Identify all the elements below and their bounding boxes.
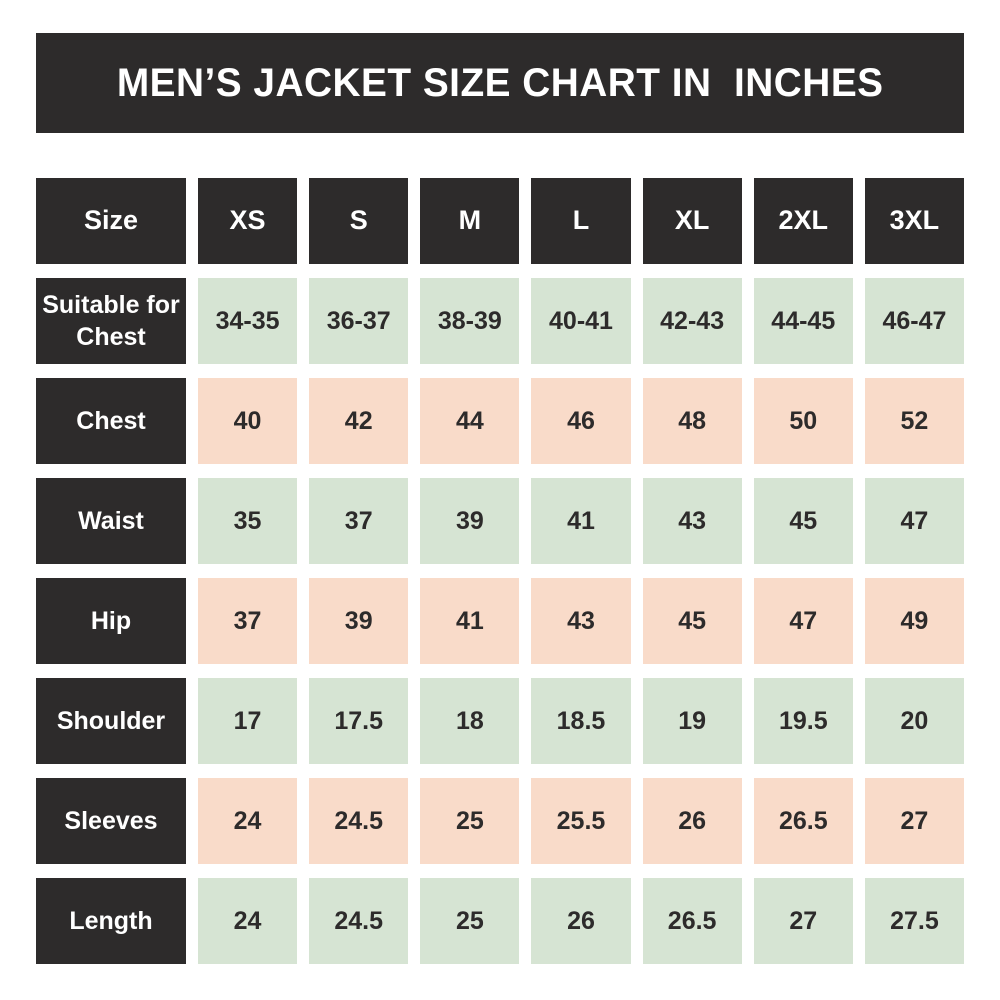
value-cell: 25 bbox=[420, 878, 520, 964]
value-cell: 47 bbox=[864, 478, 964, 564]
row-label-hip: Hip bbox=[36, 578, 186, 664]
value-cell: 26.5 bbox=[753, 778, 853, 864]
row-label-sleeves: Sleeves bbox=[36, 778, 186, 864]
value-cell: 43 bbox=[642, 478, 742, 564]
row-label-suitable-for-chest: Suitable for Chest bbox=[36, 278, 186, 364]
value-cell: 45 bbox=[642, 578, 742, 664]
value-cell: 42 bbox=[309, 378, 409, 464]
value-cell: 50 bbox=[753, 378, 853, 464]
value-cell: 27 bbox=[864, 778, 964, 864]
header-cell-l: L bbox=[531, 178, 631, 264]
row-label-shoulder: Shoulder bbox=[36, 678, 186, 764]
value-cell: 45 bbox=[753, 478, 853, 564]
value-cell: 36-37 bbox=[309, 278, 409, 364]
value-cell: 25 bbox=[420, 778, 520, 864]
size-table: Size XS S M L XL 2XL 3XL Suitable for Ch… bbox=[36, 178, 964, 964]
value-cell: 34-35 bbox=[198, 278, 298, 364]
value-cell: 35 bbox=[198, 478, 298, 564]
row-label-chest: Chest bbox=[36, 378, 186, 464]
value-cell: 27.5 bbox=[864, 878, 964, 964]
header-cell-xl: XL bbox=[642, 178, 742, 264]
value-cell: 18 bbox=[420, 678, 520, 764]
row-label-waist: Waist bbox=[36, 478, 186, 564]
title-bar: MEN’S JACKET SIZE CHART IN INCHES bbox=[36, 33, 964, 133]
value-cell: 39 bbox=[420, 478, 520, 564]
value-cell: 43 bbox=[531, 578, 631, 664]
value-cell: 17.5 bbox=[309, 678, 409, 764]
value-cell: 46-47 bbox=[864, 278, 964, 364]
value-cell: 39 bbox=[309, 578, 409, 664]
value-cell: 17 bbox=[198, 678, 298, 764]
value-cell: 42-43 bbox=[642, 278, 742, 364]
value-cell: 46 bbox=[531, 378, 631, 464]
header-cell-size: Size bbox=[36, 178, 186, 264]
value-cell: 26.5 bbox=[642, 878, 742, 964]
value-cell: 44-45 bbox=[753, 278, 853, 364]
value-cell: 38-39 bbox=[420, 278, 520, 364]
value-cell: 52 bbox=[864, 378, 964, 464]
value-cell: 24.5 bbox=[309, 778, 409, 864]
value-cell: 44 bbox=[420, 378, 520, 464]
value-cell: 24 bbox=[198, 878, 298, 964]
value-cell: 48 bbox=[642, 378, 742, 464]
value-cell: 19.5 bbox=[753, 678, 853, 764]
page-title: MEN’S JACKET SIZE CHART IN INCHES bbox=[116, 60, 884, 105]
value-cell: 24 bbox=[198, 778, 298, 864]
value-cell: 18.5 bbox=[531, 678, 631, 764]
header-cell-xs: XS bbox=[198, 178, 298, 264]
header-cell-s: S bbox=[309, 178, 409, 264]
header-cell-m: M bbox=[420, 178, 520, 264]
value-cell: 26 bbox=[531, 878, 631, 964]
row-label-length: Length bbox=[36, 878, 186, 964]
value-cell: 24.5 bbox=[309, 878, 409, 964]
value-cell: 41 bbox=[531, 478, 631, 564]
value-cell: 40-41 bbox=[531, 278, 631, 364]
value-cell: 26 bbox=[642, 778, 742, 864]
value-cell: 19 bbox=[642, 678, 742, 764]
value-cell: 41 bbox=[420, 578, 520, 664]
header-cell-2xl: 2XL bbox=[753, 178, 853, 264]
header-cell-3xl: 3XL bbox=[864, 178, 964, 264]
value-cell: 37 bbox=[309, 478, 409, 564]
value-cell: 25.5 bbox=[531, 778, 631, 864]
value-cell: 40 bbox=[198, 378, 298, 464]
value-cell: 37 bbox=[198, 578, 298, 664]
value-cell: 47 bbox=[753, 578, 853, 664]
value-cell: 20 bbox=[864, 678, 964, 764]
value-cell: 49 bbox=[864, 578, 964, 664]
value-cell: 27 bbox=[753, 878, 853, 964]
